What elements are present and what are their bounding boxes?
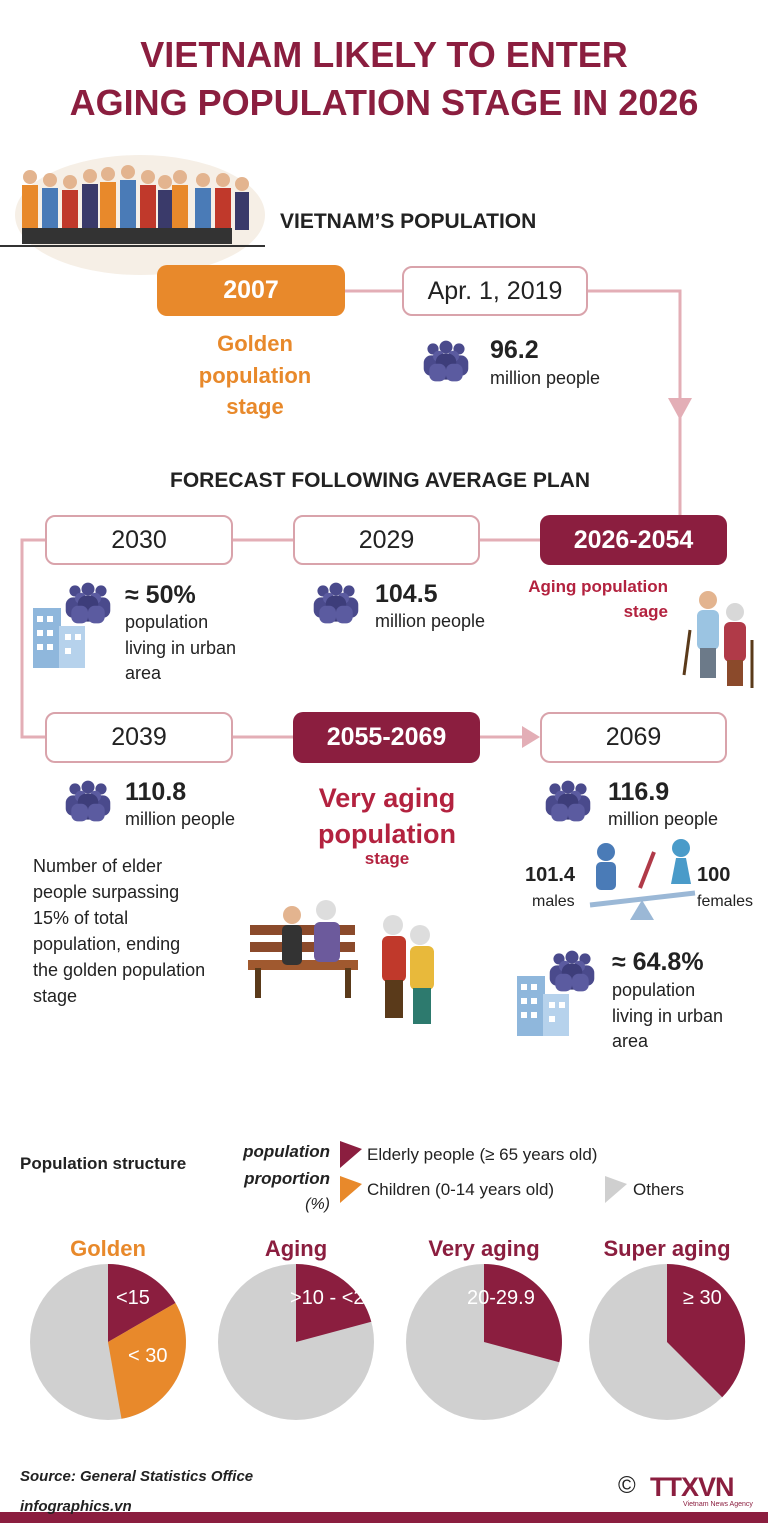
people-icon xyxy=(423,340,469,382)
logo: TTXVN xyxy=(650,1472,735,1502)
elderly-illustration xyxy=(682,591,754,688)
crowd-illustration xyxy=(0,155,265,275)
year-box: 2030 xyxy=(45,515,233,565)
stage-label: stage xyxy=(623,602,668,621)
people-icon xyxy=(65,582,111,624)
value: 116.9 xyxy=(608,778,670,806)
note-line: population, ending xyxy=(33,934,181,954)
females-label: females xyxy=(697,893,754,910)
legend-label: Others xyxy=(633,1180,685,1199)
note-line: the golden population xyxy=(33,960,206,980)
value: 104.5 xyxy=(375,580,438,608)
pie-label: < 30 xyxy=(128,1345,168,1367)
bench-illustration xyxy=(248,900,434,1024)
people-icon xyxy=(549,950,595,992)
site: infographics.vn xyxy=(20,1498,132,1515)
text: population xyxy=(612,980,696,1000)
unit: million people xyxy=(608,809,719,829)
people-icon xyxy=(313,582,359,624)
axis-label: (%) xyxy=(305,1196,330,1213)
males-value: 101.4 xyxy=(525,864,576,886)
people-icon xyxy=(65,780,111,822)
legend-swatch xyxy=(340,1141,362,1168)
text: living in urban xyxy=(612,1006,724,1026)
people-icon xyxy=(545,780,591,822)
text: living in urban xyxy=(125,638,237,658)
heading: FORECAST FOLLOWING AVERAGE PLAN xyxy=(170,469,590,492)
legend-swatch xyxy=(340,1176,362,1203)
legend-swatch xyxy=(605,1176,627,1203)
text: area xyxy=(612,1031,649,1051)
legend-label: Children (0-14 years old) xyxy=(367,1180,555,1199)
pie-label: >10 - <20 xyxy=(290,1287,376,1309)
period-box: 2055-2069 xyxy=(293,712,480,763)
period-box: 2026-2054 xyxy=(540,515,727,565)
stage-label: Golden population stage xyxy=(155,328,355,423)
stage-label-line: Golden xyxy=(217,331,293,356)
heading: VIETNAM’S POPULATION xyxy=(280,210,537,233)
date-box: Apr. 1, 2019 xyxy=(402,266,588,316)
males-label: males xyxy=(532,893,575,910)
balance-illustration xyxy=(589,839,696,920)
pie-label: 20-29.9 xyxy=(467,1287,535,1309)
note-line: people surpassing xyxy=(33,882,180,902)
value: 96.2 xyxy=(490,336,539,364)
footer-tab xyxy=(0,1494,165,1512)
stage-label-line: Very aging xyxy=(318,783,456,813)
pie-aging xyxy=(218,1264,374,1420)
axis-label: population xyxy=(243,1142,330,1161)
pie-very-aging xyxy=(406,1264,562,1420)
pie-label: <15 xyxy=(116,1287,150,1309)
year-box: 2069 xyxy=(540,712,727,763)
year-box: 2029 xyxy=(293,515,480,565)
pie-golden xyxy=(30,1264,186,1420)
note-line: 15% of total xyxy=(33,908,129,928)
unit: million people xyxy=(490,368,601,388)
unit: million people xyxy=(375,611,486,631)
stage-label: Aging population xyxy=(528,577,668,596)
text: area xyxy=(125,663,162,683)
unit: million people xyxy=(125,809,236,829)
pie-title: Golden xyxy=(70,1236,146,1261)
stage-sub: stage xyxy=(364,849,410,868)
females-value: 100 xyxy=(697,864,731,886)
title: VIETNAM LIKELY TO ENTER xyxy=(140,34,628,75)
stage-label: Very aging population xyxy=(287,780,487,852)
heading: Population structure xyxy=(20,1154,187,1173)
source: Source: General Statistics Office xyxy=(20,1468,254,1485)
pie-title: Aging xyxy=(264,1236,328,1261)
pie-label: ≥ 30 xyxy=(683,1287,722,1309)
pie-title: Super aging xyxy=(603,1236,731,1261)
logo-sub: Vietnam News Agency xyxy=(683,1501,753,1508)
value: ≈ 64.8% xyxy=(612,948,704,976)
year-box: 2039 xyxy=(45,712,233,763)
footer-band xyxy=(0,1512,768,1523)
arrow-head xyxy=(522,726,540,748)
connectors xyxy=(20,289,682,739)
value: ≈ 50% xyxy=(125,581,196,609)
stage-label-line: stage xyxy=(226,394,284,419)
stage-label-line: population xyxy=(318,819,456,849)
stage-label-line: population xyxy=(198,362,312,388)
note: Number of elder people surpassing 15% of… xyxy=(33,853,205,1009)
copyright: © xyxy=(618,1472,636,1499)
legend-label: Elderly people (≥ 65 years old) xyxy=(367,1145,598,1164)
axis-label: proportion xyxy=(244,1169,330,1188)
pie-super-aging xyxy=(589,1264,746,1420)
value: 110.8 xyxy=(125,778,187,806)
note-line: stage xyxy=(33,986,78,1006)
year-box: 2007 xyxy=(157,265,345,316)
note-line: Number of elder xyxy=(33,856,163,876)
arrow-head xyxy=(668,398,692,420)
text: population xyxy=(125,612,209,632)
title: AGING POPULATION STAGE IN 2026 xyxy=(69,82,699,123)
pie-title: Very aging xyxy=(428,1236,540,1261)
